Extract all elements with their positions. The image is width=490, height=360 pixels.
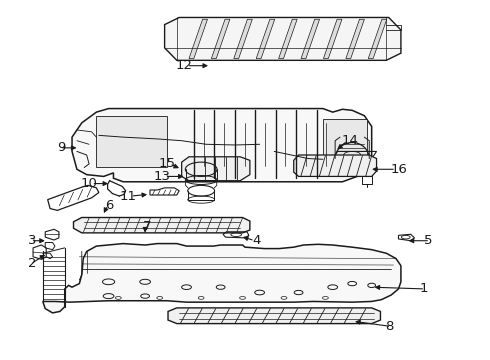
Text: 13: 13 xyxy=(153,170,171,183)
Text: 2: 2 xyxy=(28,257,36,270)
Text: 15: 15 xyxy=(158,157,175,170)
Text: 11: 11 xyxy=(120,190,136,203)
Polygon shape xyxy=(323,119,367,166)
Polygon shape xyxy=(368,19,387,59)
Polygon shape xyxy=(279,19,297,59)
Polygon shape xyxy=(168,308,380,324)
Polygon shape xyxy=(189,19,207,59)
Text: 7: 7 xyxy=(143,220,151,233)
Text: 4: 4 xyxy=(252,234,261,247)
Polygon shape xyxy=(43,244,401,313)
Polygon shape xyxy=(234,19,252,59)
Text: 8: 8 xyxy=(385,320,393,333)
Text: 10: 10 xyxy=(80,177,98,190)
Polygon shape xyxy=(346,19,365,59)
Polygon shape xyxy=(294,155,376,176)
Polygon shape xyxy=(323,19,342,59)
Polygon shape xyxy=(211,19,230,59)
Text: 1: 1 xyxy=(419,283,428,296)
Text: 5: 5 xyxy=(424,234,433,247)
Polygon shape xyxy=(74,217,250,233)
Text: 9: 9 xyxy=(57,141,66,154)
Text: 16: 16 xyxy=(390,163,407,176)
Text: 6: 6 xyxy=(105,198,114,212)
Polygon shape xyxy=(182,157,250,181)
Polygon shape xyxy=(165,18,401,60)
Text: 14: 14 xyxy=(342,134,358,147)
Polygon shape xyxy=(256,19,275,59)
Text: 3: 3 xyxy=(28,234,36,247)
Text: 12: 12 xyxy=(175,59,193,72)
Polygon shape xyxy=(97,116,167,167)
Polygon shape xyxy=(301,19,319,59)
Polygon shape xyxy=(72,109,372,182)
